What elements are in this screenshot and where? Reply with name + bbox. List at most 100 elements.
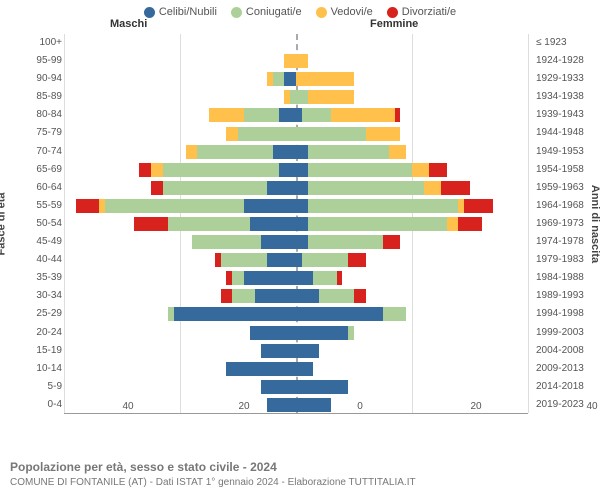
age-label: 70-74 [8,143,62,161]
birth-labels: ≤ 19231924-19281929-19331934-19381939-19… [536,34,590,414]
legend-label: Divorziati/e [402,6,456,18]
bar-row [64,397,528,413]
bar-seg-female-celibi [296,380,348,394]
bar-seg-female-coniugati [308,235,383,249]
bar-seg-female-divorziati [395,108,401,122]
age-label: 65-69 [8,161,62,179]
bar-seg-female-coniugati [383,307,406,321]
age-label: 85-89 [8,88,62,106]
bar-seg-male-vedovi [99,199,105,213]
bar-row [64,288,528,304]
chart-subtitle: COMUNE DI FONTANILE (AT) - Dati ISTAT 1°… [10,476,416,489]
age-label: 55-59 [8,197,62,215]
bar-seg-male-vedovi [209,108,244,122]
bar-seg-male-celibi [174,307,296,321]
bar-seg-male-celibi [267,253,296,267]
bar-seg-male-vedovi [267,72,273,86]
bar-row [64,71,528,87]
bar-seg-female-divorziati [383,235,400,249]
chart-title: Popolazione per età, sesso e stato civil… [10,460,416,476]
bar-seg-female-coniugati [308,145,389,159]
bar-row [64,379,528,395]
vedovi-icon [316,7,327,18]
bar-seg-female-celibi [296,181,308,195]
age-label: 15-19 [8,342,62,360]
bar-seg-male-divorziati [221,289,233,303]
bar-seg-female-vedovi [296,54,308,68]
bar-seg-female-coniugati [308,217,447,231]
birth-label: 1929-1933 [536,70,590,88]
age-label: 30-34 [8,287,62,305]
bar-seg-female-vedovi [366,127,401,141]
chart-container: Celibi/Nubili Coniugati/e Vedovi/e Divorzia… [0,0,600,500]
bar-seg-female-celibi [296,307,383,321]
bar-seg-female-coniugati [313,271,336,285]
birth-label: 1949-1953 [536,143,590,161]
bar-row [64,216,528,232]
bar-row [64,198,528,214]
bar-seg-female-celibi [296,145,308,159]
bar-seg-female-coniugati [302,108,331,122]
bar-seg-female-celibi [296,235,308,249]
bar-seg-male-celibi [267,181,296,195]
plot-area: 402002040 [64,34,528,414]
legend-label: Coniugati/e [246,6,302,18]
bar-seg-female-divorziati [464,199,493,213]
bar-seg-female-divorziati [337,271,343,285]
legend-label: Vedovi/e [331,6,373,18]
birth-label: 2009-2013 [536,360,590,378]
age-label: 35-39 [8,269,62,287]
bar-seg-male-divorziati [215,253,221,267]
bar-seg-female-coniugati [308,181,424,195]
bar-seg-male-coniugati [238,127,296,141]
bar-seg-male-vedovi [226,127,238,141]
bar-seg-female-vedovi [447,217,459,231]
bar-seg-female-divorziati [429,163,446,177]
bar-row [64,162,528,178]
bar-seg-male-celibi [284,72,296,86]
bar-row [64,107,528,123]
bar-seg-female-celibi [296,199,308,213]
bar-seg-female-vedovi [412,163,429,177]
age-label: 0-4 [8,396,62,414]
bar-seg-female-coniugati [302,253,348,267]
age-label: 75-79 [8,124,62,142]
birth-label: 1944-1948 [536,124,590,142]
bar-row [64,144,528,160]
bar-seg-male-celibi [255,289,296,303]
age-label: 10-14 [8,360,62,378]
bar-seg-male-celibi [279,108,296,122]
divorziati-icon [387,7,398,18]
bar-seg-female-celibi [296,398,331,412]
bar-seg-male-divorziati [134,217,169,231]
birth-label: 1939-1943 [536,106,590,124]
bar-seg-female-celibi [296,271,313,285]
birth-label: 1979-1983 [536,251,590,269]
birth-label: 1974-1978 [536,233,590,251]
bar-seg-male-celibi [250,326,296,340]
bar-seg-male-celibi [250,217,296,231]
female-header: Femmine [370,18,418,30]
bar-row [64,126,528,142]
birth-label: 1924-1928 [536,52,590,70]
birth-label: 1999-2003 [536,324,590,342]
bar-seg-male-vedovi [284,90,290,104]
column-headers: Maschi Femmine [0,18,600,34]
birth-label: 1934-1938 [536,88,590,106]
bar-seg-male-celibi [261,380,296,394]
bar-row [64,53,528,69]
birth-label: 1959-1963 [536,179,590,197]
bar-row [64,234,528,250]
bar-seg-male-celibi [226,362,296,376]
bar-seg-female-coniugati [308,163,412,177]
bar-row [64,325,528,341]
legend-label: Celibi/Nubili [159,6,217,18]
bar-seg-male-celibi [279,163,296,177]
birth-label: 1994-1998 [536,305,590,323]
footer: Popolazione per età, sesso e stato civil… [10,460,416,489]
bar-row [64,270,528,286]
bar-seg-male-coniugati [273,72,285,86]
bar-seg-male-coniugati [232,271,244,285]
bar-seg-female-celibi [296,344,319,358]
chart-area: Fasce di età Anni di nascita 100+95-9990… [0,34,600,414]
